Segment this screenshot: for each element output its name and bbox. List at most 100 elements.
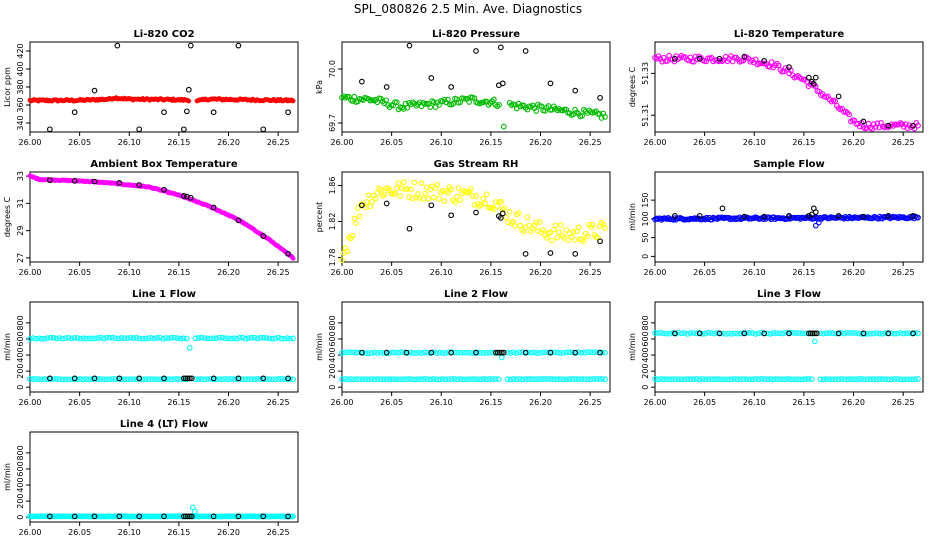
data-point [260, 375, 267, 382]
data-point [160, 376, 166, 382]
data-point [835, 213, 842, 219]
x-tick-label: 26.00 [644, 398, 667, 407]
y-tick-label: 380 [16, 79, 25, 94]
data-point [114, 42, 121, 49]
data-point [876, 330, 883, 337]
data-point [222, 376, 228, 382]
data-point [368, 376, 375, 382]
data-point [235, 217, 242, 224]
data-point [399, 185, 405, 192]
data-point [602, 113, 608, 120]
data-point [911, 125, 918, 132]
x-tick-label: 26.20 [529, 268, 552, 277]
x-tick-label: 26.05 [68, 528, 91, 537]
x-tick-label: 26.00 [19, 398, 42, 407]
x-tick-label: 26.05 [693, 268, 716, 277]
data-point [844, 376, 850, 383]
data-point [702, 330, 709, 337]
data-point [410, 350, 416, 356]
y-tick-label: 51.31 [641, 104, 650, 127]
x-tick-label: 26.10 [430, 398, 453, 407]
data-point [191, 508, 198, 515]
data-point [130, 376, 137, 382]
data-point [257, 376, 264, 382]
data-point [210, 204, 217, 211]
data-point [752, 56, 759, 63]
series-averages [359, 42, 603, 101]
data-point [219, 334, 225, 341]
data-point [171, 334, 178, 341]
data-point [210, 375, 217, 382]
data-point [699, 376, 706, 382]
data-point [528, 349, 535, 356]
x-tick-label: 26.25 [267, 138, 290, 147]
data-point [788, 376, 794, 383]
data-point [525, 349, 532, 356]
x-tick-label: 26.20 [529, 138, 552, 147]
data-point [471, 202, 478, 208]
plot-frame [654, 301, 924, 393]
data-point [776, 376, 782, 383]
data-point [557, 350, 564, 356]
data-point [109, 376, 116, 382]
data-point [148, 335, 155, 341]
y-axis-label: percent [315, 202, 324, 233]
data-point [161, 375, 167, 382]
x-tick-label: 26.00 [19, 268, 42, 277]
x-tick-label: 26.00 [19, 138, 42, 147]
data-point [486, 376, 493, 382]
data-point [439, 376, 446, 382]
data-point [47, 126, 53, 133]
data-point [864, 376, 871, 382]
data-point [235, 375, 242, 382]
data-point [734, 376, 741, 383]
data-point [684, 331, 691, 337]
data-point [531, 349, 537, 356]
data-point [50, 335, 57, 341]
data-point [572, 237, 578, 243]
data-point [587, 349, 594, 356]
data-point [714, 376, 720, 382]
x-tick-label: 26.15 [479, 138, 502, 147]
data-point [782, 376, 788, 383]
data-point [773, 376, 780, 382]
data-point [728, 53, 734, 59]
data-point [363, 199, 370, 205]
data-point [77, 376, 84, 382]
data-point [519, 376, 526, 383]
data-point [705, 329, 712, 336]
data-point [263, 335, 270, 341]
data-point [590, 376, 597, 382]
data-point [445, 376, 452, 383]
data-point [183, 108, 190, 115]
data-point [181, 126, 187, 133]
chart-li-820-temperature: Li-820 Temperature degrees C 26.00 26.05 26.… [628, 29, 924, 147]
data-point [473, 349, 479, 356]
y-tick-label: 200 [16, 493, 25, 508]
data-point [448, 186, 455, 193]
data-point [436, 349, 443, 356]
data-point [595, 111, 601, 117]
data-point [106, 376, 113, 383]
data-point [723, 376, 729, 383]
data-point [496, 349, 503, 356]
data-point [761, 376, 768, 382]
data-point [572, 376, 579, 382]
data-point [41, 335, 48, 342]
data-point [169, 334, 175, 341]
data-point [98, 334, 104, 341]
data-point [455, 185, 462, 191]
x-tick-label: 26.25 [892, 398, 915, 407]
data-point [728, 331, 735, 337]
data-point [74, 335, 81, 341]
data-point [556, 229, 562, 236]
data-point [879, 376, 886, 383]
data-point [832, 330, 839, 337]
data-point [112, 335, 119, 342]
data-point [850, 330, 856, 336]
data-point [106, 334, 113, 341]
data-point [860, 118, 867, 125]
data-point [528, 376, 535, 382]
data-point [876, 376, 883, 382]
data-point [418, 180, 425, 187]
